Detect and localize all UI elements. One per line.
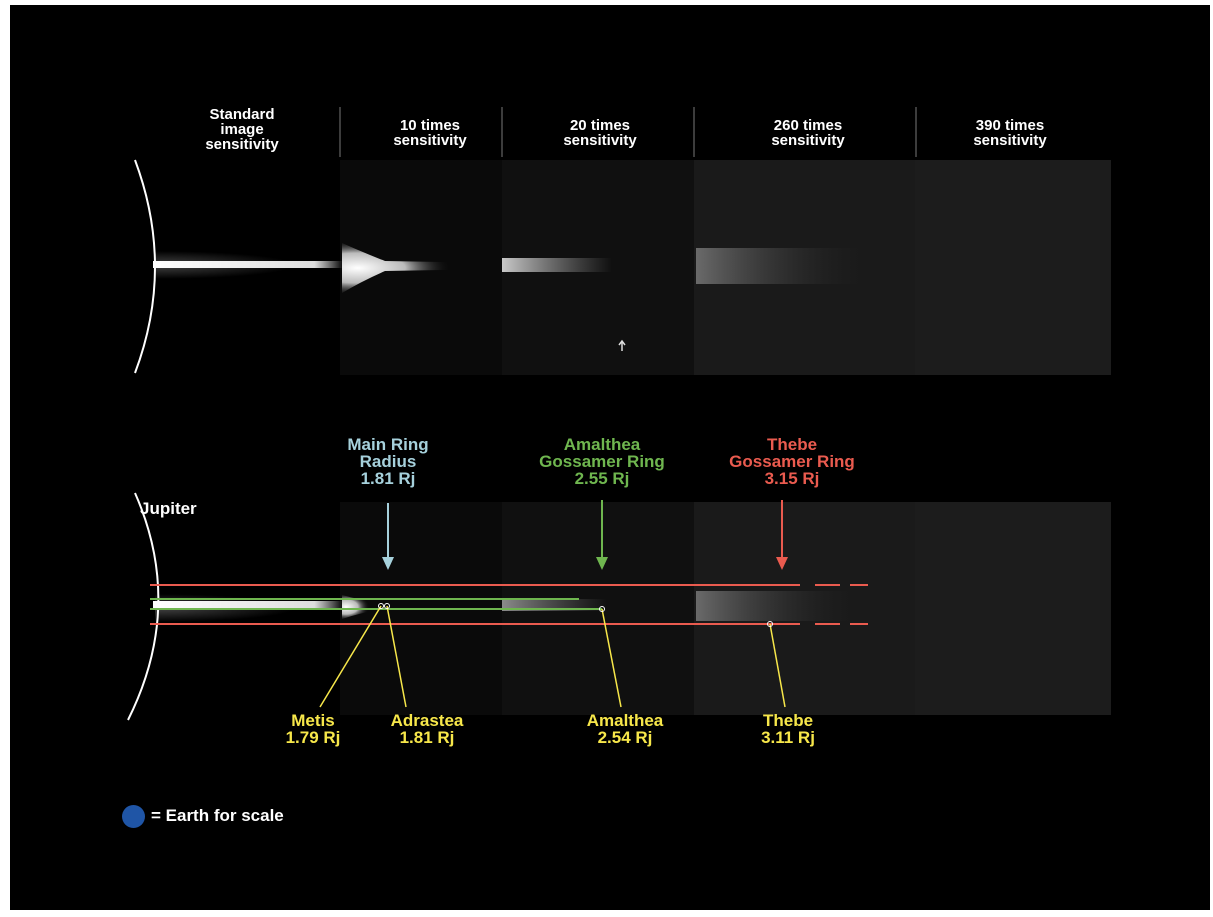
ring-glow-10x-bottom xyxy=(342,595,382,619)
diagram-graphics xyxy=(127,107,917,721)
header-260x-sensitivity: 260 times sensitivity xyxy=(771,117,845,149)
header-standard-sensitivity: Standard image sensitivity xyxy=(205,106,279,153)
label-amalthea-ring: Amalthea Gossamer Ring 2.55 Rj xyxy=(539,435,665,488)
panel-390x-top xyxy=(915,160,1111,375)
ring-streak-20x xyxy=(502,258,612,272)
amalthea-marker xyxy=(599,606,622,708)
label-thebe-ring: Thebe Gossamer Ring 3.15 Rj xyxy=(729,435,855,488)
legend: = Earth for scale xyxy=(122,804,284,828)
ring-glow-10x xyxy=(342,243,500,293)
metis-marker xyxy=(319,603,384,708)
label-amalthea-moon: Amalthea 2.54 Rj xyxy=(586,711,664,747)
header-20x-sensitivity: 20 times sensitivity xyxy=(563,117,637,149)
label-jupiter: Jupiter xyxy=(140,499,197,518)
header-390x-sensitivity: 390 times sensitivity xyxy=(973,117,1047,149)
legend-label: = Earth for scale xyxy=(151,806,284,825)
label-adrastea: Adrastea 1.81 Rj xyxy=(390,711,464,747)
main-ring-arrow xyxy=(382,503,394,570)
panel-390x-bottom xyxy=(915,502,1111,715)
label-thebe-moon: Thebe 3.11 Rj xyxy=(761,711,815,747)
ring-streak-standard-bottom xyxy=(153,601,343,608)
figure-background: Standard image sensitivity 10 times sens… xyxy=(10,5,1210,910)
header-10x-sensitivity: 10 times sensitivity xyxy=(393,117,467,149)
label-main-ring: Main Ring Radius 1.81 Rj xyxy=(347,435,429,488)
amalthea-ring-arrow xyxy=(596,500,608,570)
thebe-ring-arrow xyxy=(776,500,788,570)
thebe-marker xyxy=(767,621,786,708)
jupiter-limb-top xyxy=(134,159,156,374)
label-metis: Metis 1.79 Rj xyxy=(285,711,341,747)
ring-streak-260x xyxy=(696,248,866,284)
ring-streak-260x-bottom xyxy=(696,591,856,621)
ring-streak-standard xyxy=(153,261,343,268)
earth-scale-dot xyxy=(122,804,145,828)
small-arrow-mark xyxy=(618,339,626,351)
adrastea-marker xyxy=(384,603,407,708)
